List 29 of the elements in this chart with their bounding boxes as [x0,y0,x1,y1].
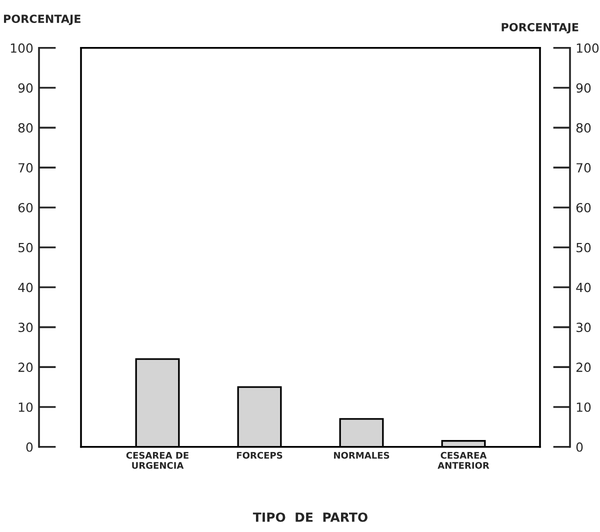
y2-tick-label: 30 [576,322,591,332]
y2-tick-label: 100 [576,43,599,53]
y2-tick-label: 40 [576,282,591,292]
y-tick-label: 10 [18,402,33,412]
y2-tick-label: 50 [576,242,591,252]
y2-tick-label: 80 [576,123,591,133]
y2-tick-label: 90 [576,83,591,93]
y-tick-label: 30 [18,322,33,332]
y2-tick-label: 20 [576,362,591,372]
y-tick-label: 0 [26,442,33,452]
y2-tick-label: 10 [576,402,591,412]
y-tick-label: 90 [18,83,33,93]
x-tick-label: NORMALES [334,452,390,459]
y-tick-label: 50 [18,242,33,252]
y-tick-label: 60 [18,202,33,212]
y-tick-label: 80 [18,123,33,133]
y-tick-label: 100 [10,43,33,53]
y2-tick-label: 60 [576,202,591,212]
x-axis-title: TIPO DE PARTO [252,512,368,522]
y2-tick-label: 0 [576,442,583,452]
y-axis-title: PORCENTAJE [4,14,80,26]
y2-axis-title: PORCENTAJE [502,22,578,34]
x-tick-label: FORCEPS [236,452,282,459]
y-tick-label: 20 [18,362,33,372]
y-tick-label: 70 [18,163,33,173]
x-tick-label: CESAREA ANTERIOR [438,452,490,469]
y2-tick-label: 70 [576,163,591,173]
y-tick-label: 40 [18,282,33,292]
x-tick-label: CESAREA DE URGENCIA [126,452,188,469]
